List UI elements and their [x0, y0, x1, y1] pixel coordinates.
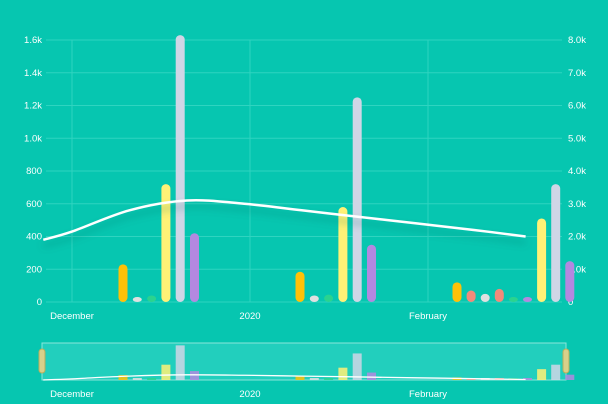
bar [175, 35, 185, 303]
y-left-tick-label: 1.6k [24, 35, 42, 46]
overview-bar [161, 364, 171, 380]
overview-bar [338, 367, 348, 380]
y-right-tick-label: 1.0k [568, 264, 586, 275]
bar [565, 261, 575, 302]
overview-bar [324, 378, 334, 380]
overview-trend-line [43, 374, 526, 381]
bar [147, 295, 157, 302]
overview-bar [523, 378, 532, 380]
y-left-tick-label: 0 [37, 297, 42, 308]
bar [551, 184, 561, 302]
overview-bar [295, 376, 305, 380]
y-right-tick-label: 4.0k [568, 166, 586, 177]
y-right-tick-label: 7.0k [568, 68, 586, 79]
y-left-tick-label: 800 [26, 166, 42, 177]
y-right-tick-label: 8.0k [568, 35, 586, 46]
bar [132, 297, 142, 302]
overview-bar [551, 364, 561, 380]
y-right-tick-label: 0 [568, 297, 573, 308]
y-right-tick-label: 2.0k [568, 232, 586, 243]
datazoom-handle[interactable] [38, 348, 46, 374]
bar [118, 264, 128, 302]
bar [523, 297, 532, 302]
y-left-tick-label: 400 [26, 232, 42, 243]
y-left-tick-label: 1.0k [24, 133, 42, 144]
overview-bar [190, 371, 199, 380]
y-right-tick-label: 5.0k [568, 133, 586, 144]
bar [338, 207, 348, 302]
y-left-tick-label: 600 [26, 199, 42, 210]
bar [508, 297, 518, 302]
overview-date-label: February [409, 389, 447, 400]
overview-bar [352, 353, 362, 380]
bar [309, 295, 319, 302]
overview-bar [309, 378, 319, 380]
overview-date-label: December [50, 389, 94, 400]
y-right-tick-label: 3.0k [568, 199, 586, 210]
overview-date-label: 2020 [239, 389, 260, 400]
y-right-tick-label: 6.0k [568, 101, 586, 112]
y-left-tick-label: 1.2k [24, 101, 42, 112]
bar [352, 97, 362, 302]
bar [367, 244, 376, 302]
bar [190, 233, 199, 302]
datazoom-handle[interactable] [562, 348, 570, 374]
bar [452, 282, 462, 302]
overview-bar [175, 345, 185, 380]
overview-bar [118, 375, 128, 380]
y-left-tick-label: 200 [26, 264, 42, 275]
bar [295, 271, 305, 302]
overview-bar [367, 372, 376, 380]
y-left-tick-label: 1.4k [24, 68, 42, 79]
overview-bar [565, 374, 575, 380]
x-tick-label: December [50, 311, 94, 322]
trend-line [42, 198, 526, 241]
datazoom-area[interactable] [41, 342, 567, 381]
x-tick-label: 2020 [239, 311, 260, 322]
bar [480, 293, 490, 302]
bar [161, 184, 171, 302]
bar [494, 288, 504, 302]
gridlines [46, 39, 562, 303]
bar [324, 294, 334, 302]
overview-bar [147, 378, 157, 380]
overview-bar [132, 378, 142, 380]
overview-bar [537, 369, 547, 380]
bar [466, 290, 476, 302]
x-tick-label: February [409, 311, 447, 322]
bar [537, 218, 547, 302]
